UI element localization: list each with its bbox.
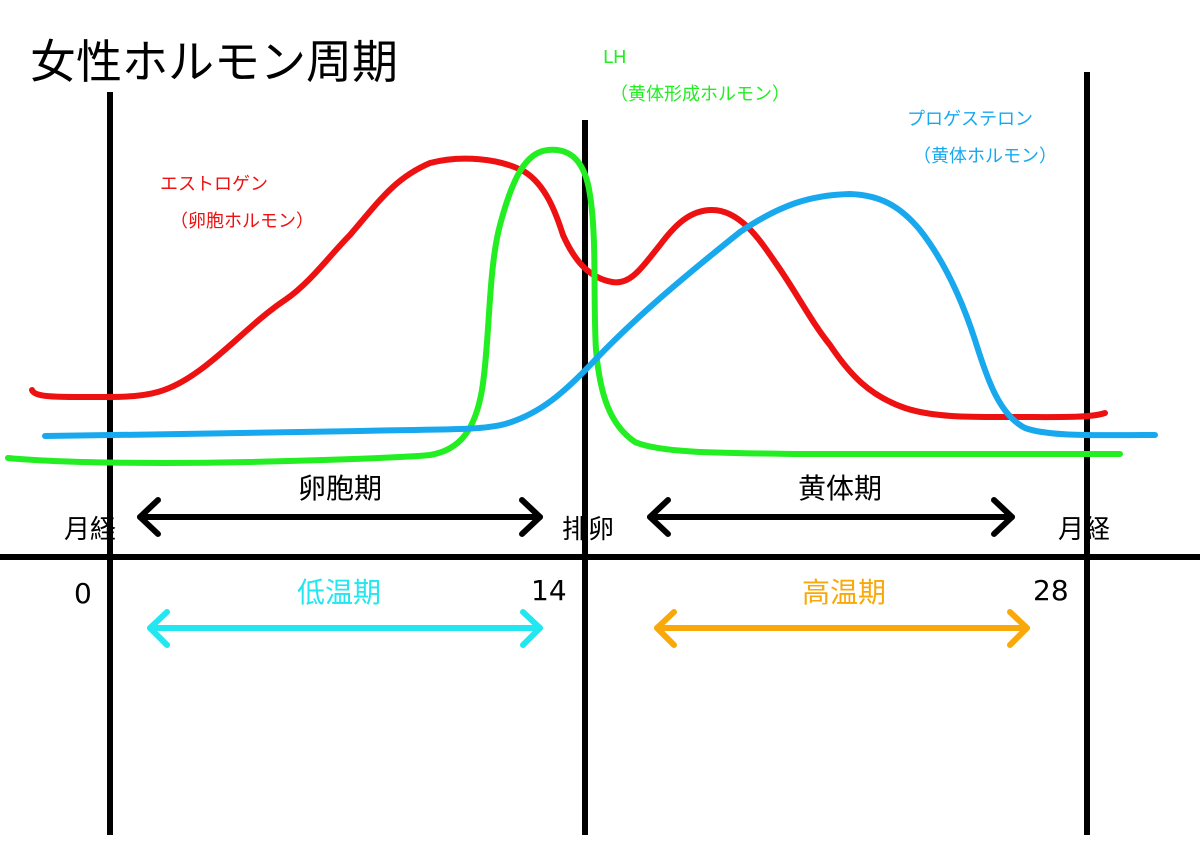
progesterone-sublabel: （黄体ホルモン） <box>913 146 1057 167</box>
estrogen-curve <box>29 155 1108 421</box>
luteal-phase-arrow <box>647 497 1015 537</box>
follicular-phase-label: 卵胞期 <box>298 472 382 505</box>
estrogen-sublabel: （卵胞ホルモン） <box>170 211 314 232</box>
day-28-label: 28 <box>1033 574 1069 607</box>
day-0-label: 0 <box>74 577 92 610</box>
follicular-phase-arrow <box>137 497 543 537</box>
high-temp-phase-label: 高温期 <box>802 576 886 609</box>
lh-label: LH <box>603 47 627 68</box>
low-temp-arrow <box>147 609 543 648</box>
high-temp-arrow <box>654 609 1030 648</box>
estrogen-label: エストロゲン <box>160 174 268 195</box>
progesterone-label: プロゲステロン <box>907 109 1033 130</box>
day-14-label: 14 <box>531 574 567 607</box>
lh-curve <box>5 146 1123 466</box>
low-temp-phase-label: 低温期 <box>297 576 381 609</box>
lh-sublabel: （黄体形成ホルモン） <box>610 84 790 105</box>
progesterone-curve <box>42 191 1158 439</box>
luteal-phase-label: 黄体期 <box>798 472 882 505</box>
menstruation-start-label: 月経 <box>64 515 116 545</box>
menstruation-end-label: 月経 <box>1058 515 1110 545</box>
diagram-title: 女性ホルモン周期 <box>30 35 398 89</box>
ovulation-label: 排卵 <box>562 515 614 545</box>
